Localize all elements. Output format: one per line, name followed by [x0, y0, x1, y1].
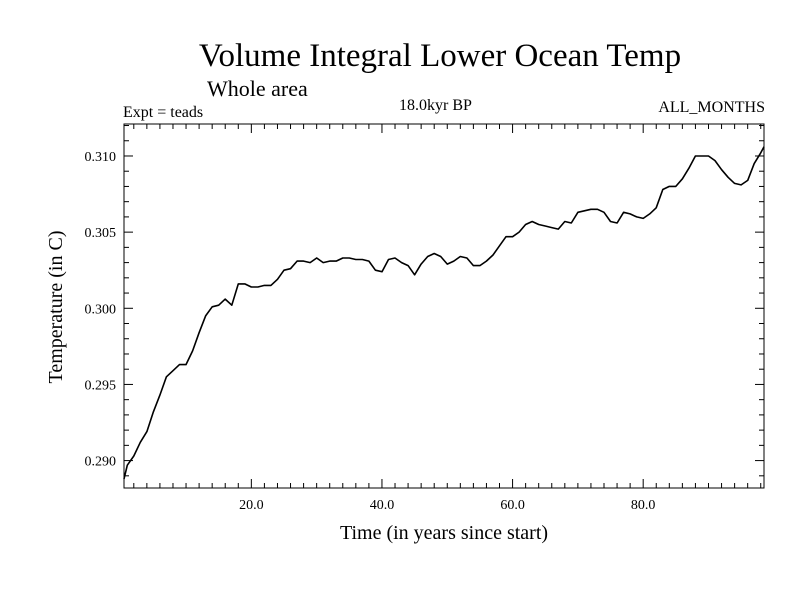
experiment-label: Expt = teads	[123, 104, 204, 121]
period-label: 18.0kyr BP	[399, 97, 472, 114]
y-tick-label: 0.290	[85, 455, 117, 470]
x-tick-label: 60.0	[500, 498, 525, 513]
y-tick-label: 0.300	[85, 302, 117, 317]
x-tick-label: 40.0	[370, 498, 395, 513]
months-label: ALL_MONTHS	[658, 99, 765, 116]
y-tick-label: 0.295	[85, 378, 117, 393]
x-axis-label: Time (in years since start)	[339, 522, 549, 544]
chart-subtitle: Whole area	[207, 76, 308, 101]
plot-frame	[123, 123, 765, 489]
y-tick-label: 0.310	[85, 150, 117, 165]
series-line	[123, 146, 765, 480]
y-tick-label: 0.305	[85, 226, 117, 241]
x-tick-label: 80.0	[631, 498, 656, 513]
chart-title: Volume Integral Lower Ocean Temp	[198, 38, 682, 74]
x-tick-label: 20.0	[239, 498, 264, 513]
